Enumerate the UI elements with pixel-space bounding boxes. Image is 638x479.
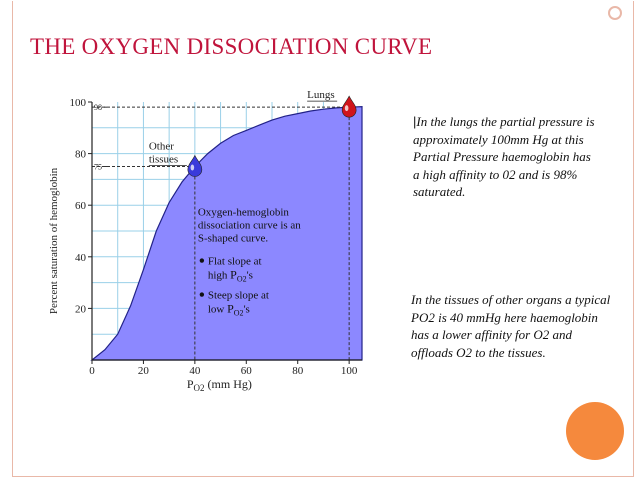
slide-title: THE OXYGEN DISSOCIATION CURVE: [30, 34, 433, 59]
slide-frame: [12, 1, 634, 477]
annotation-bullet-line2: low PO2's: [208, 302, 250, 318]
x-tick-label: 100: [341, 365, 358, 377]
x-tick-label: 80: [292, 365, 304, 377]
dissociation-curve-area: [90, 105, 363, 361]
axis-layer: 0 20 40 60 80 100 20 40 60 80 100 Percent saturatio…: [48, 97, 362, 393]
oxygen-dissociation-chart: 98 75 0 20 40 60 80 100 20 40 60 80 100 Percent satu…: [48, 89, 363, 393]
annotation-line: Oxygen-hemoglobin: [198, 207, 290, 219]
corner-circle-decoration: [608, 6, 622, 20]
x-tick-label: 0: [89, 365, 95, 377]
y-tick-label: 60: [75, 200, 87, 212]
reference-label-75: 75: [94, 163, 102, 172]
tissues-note: In the tissues of other organs a typical…: [411, 292, 611, 360]
y-tick-label: 20: [75, 303, 87, 315]
annotation-bullet-line2: high PO2's: [208, 268, 253, 284]
annotation-bullet: [199, 292, 205, 297]
annotation-bullet-line1: Flat slope at: [208, 256, 262, 268]
text-caret: |: [413, 114, 417, 129]
x-tick-label: 40: [189, 365, 201, 377]
annotation-line: dissociation curve is an: [198, 220, 301, 232]
tissues-label-line1: Other: [149, 141, 174, 153]
y-axis-label: Percent saturation of hemoglobin: [48, 167, 60, 314]
lungs-note-text: In the lungs the partial pressure is app…: [413, 114, 595, 199]
y-tick-label: 40: [75, 252, 87, 264]
tissues-label-line2: tissues: [149, 154, 178, 166]
lungs-label: Lungs: [307, 89, 335, 101]
x-tick-label: 20: [138, 365, 150, 377]
x-axis-label: PO2 (mm Hg): [187, 377, 252, 393]
reference-lines: 98 75: [92, 103, 350, 360]
y-tick-label: 80: [75, 149, 87, 161]
lungs-note: |In the lungs the partial pressure is ap…: [413, 113, 598, 201]
tissues-drop-icon: [187, 154, 203, 177]
lungs-drop-icon-highlight: [344, 105, 349, 112]
reference-label-98: 98: [94, 103, 102, 112]
lungs-drop-icon: [341, 95, 357, 118]
tissues-drop-icon-highlight: [190, 164, 195, 171]
orange-circle-decoration: [566, 402, 624, 460]
y-tick-label: 100: [70, 97, 87, 109]
annotation-line: S-shaped curve.: [198, 233, 269, 245]
annotation-bullet: [199, 258, 205, 263]
annotation-bullet-line1: Steep slope at: [208, 290, 269, 302]
x-tick-label: 60: [241, 365, 253, 377]
